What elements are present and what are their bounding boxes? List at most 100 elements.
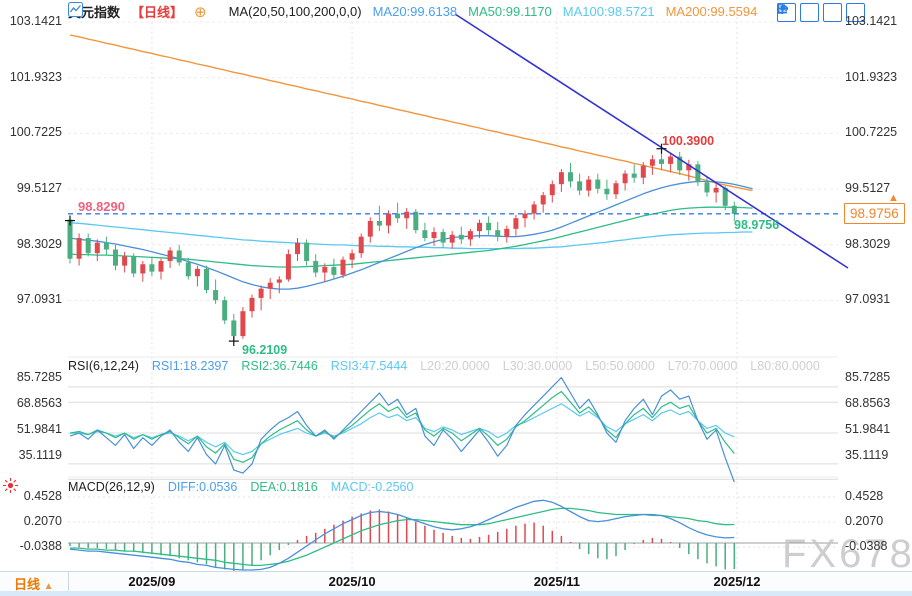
price-axis-label-right: 103.1421 bbox=[845, 14, 898, 28]
rsi2-value: RSI2:36.7446 bbox=[241, 359, 318, 373]
candle-down bbox=[568, 172, 573, 182]
ma100-line bbox=[69, 222, 753, 250]
rsi-axis-label-right: 85.7285 bbox=[845, 370, 891, 384]
macd-settings-label[interactable]: MACD(26,12,9) bbox=[68, 480, 155, 494]
candlestick-layer[interactable] bbox=[67, 148, 737, 342]
candle-up bbox=[76, 238, 82, 259]
axis-zoom-left-icon[interactable] bbox=[777, 3, 819, 22]
candle-down bbox=[67, 219, 73, 259]
candle-up bbox=[404, 211, 410, 219]
candle-down bbox=[704, 182, 710, 193]
candle-up bbox=[586, 179, 592, 191]
add-indicator-icon[interactable]: ⊕ bbox=[194, 3, 207, 21]
rsi-l50-label: L50:50.0000 bbox=[585, 359, 655, 373]
macd-diff-line bbox=[69, 499, 735, 571]
macd-axis-label-left: 0.4528 bbox=[23, 488, 62, 503]
ma200-line bbox=[69, 34, 753, 192]
horizontal-scrollbar[interactable] bbox=[0, 591, 912, 596]
watermark: FX678 bbox=[782, 532, 912, 576]
time-axis-bar bbox=[0, 571, 912, 592]
timeframe-selector[interactable]: 日线 ▲ bbox=[14, 574, 54, 593]
candle-up bbox=[686, 164, 692, 171]
candle-up bbox=[522, 213, 528, 219]
rsi2-line bbox=[69, 390, 735, 463]
candle-up bbox=[640, 165, 646, 178]
candle-down bbox=[395, 213, 401, 219]
candle-up bbox=[267, 282, 273, 289]
descending-trendline bbox=[454, 13, 849, 269]
candle-up bbox=[295, 242, 300, 255]
period-label[interactable]: 【日线】 bbox=[131, 5, 184, 20]
candle-down bbox=[113, 249, 118, 266]
candle-down bbox=[486, 222, 492, 231]
rsi3-value: RSI3:47.5444 bbox=[330, 359, 408, 373]
rsi-axis-label-left: 85.7285 bbox=[16, 370, 62, 384]
candle-down bbox=[604, 188, 610, 195]
price-axis-label-left: 103.1421 bbox=[9, 14, 62, 28]
time-tick-label: 2025/09 bbox=[128, 574, 176, 589]
rsi-axis-label-right: 51.9841 bbox=[845, 422, 891, 436]
macd-axis-label-left: -0.0388 bbox=[19, 538, 62, 553]
candle-down bbox=[413, 211, 419, 231]
ma50-value: MA50:99.1170 bbox=[468, 4, 552, 19]
ma100-value: MA100:98.5721 bbox=[562, 4, 655, 19]
candle-up bbox=[613, 183, 619, 195]
candle-up bbox=[167, 250, 173, 262]
candle-up bbox=[549, 184, 555, 196]
price-axis-label-right: 98.3029 bbox=[845, 236, 891, 251]
candle-up bbox=[649, 159, 655, 166]
chart-header: 美元指数 【日线】 ⊕ MA(20,50,100,200,0,0) MA20:9… bbox=[68, 2, 757, 21]
exit-chart-icon[interactable] bbox=[777, 3, 865, 22]
rsi-axis-label-left: 68.8563 bbox=[16, 396, 62, 410]
candle-down bbox=[213, 290, 219, 301]
rsi-axis-label-right: 35.1119 bbox=[845, 448, 889, 462]
price-axis-label-right: 100.7225 bbox=[845, 125, 898, 140]
candle-down bbox=[204, 268, 209, 291]
low-price-label: 96.2109 bbox=[242, 343, 288, 357]
candle-down bbox=[313, 261, 319, 273]
rsi-settings-label[interactable]: RSI(6,12,24) bbox=[68, 359, 139, 373]
timeframe-arrow-icon: ▲ bbox=[43, 581, 54, 592]
price-axis-label-right: 99.5127 bbox=[845, 181, 891, 196]
candle-up bbox=[531, 204, 537, 214]
candle-down bbox=[376, 220, 382, 226]
candle-up bbox=[513, 218, 519, 229]
axis-zoom-right-icon[interactable] bbox=[777, 3, 842, 22]
candle-up bbox=[431, 232, 437, 239]
candle-up bbox=[322, 267, 328, 273]
candle-up bbox=[668, 156, 674, 164]
candle-down bbox=[595, 179, 601, 189]
price-axis-label-left: 101.9323 bbox=[9, 69, 62, 84]
high-price-label: 100.3900 bbox=[662, 134, 715, 148]
ma200-value: MA200:99.5594 bbox=[665, 4, 758, 19]
candle-up bbox=[467, 231, 473, 240]
price-axis-label-left: 100.7225 bbox=[9, 125, 62, 140]
time-axis-divider bbox=[68, 572, 69, 591]
rsi-l70-label: L70:70.0000 bbox=[667, 359, 738, 373]
candle-up bbox=[94, 242, 100, 254]
last-price-tag: 98.9756 bbox=[844, 203, 905, 224]
candle-down bbox=[440, 232, 446, 243]
candle-up bbox=[249, 297, 255, 312]
ma20-value: MA20:99.6138 bbox=[372, 4, 458, 19]
macd-axis-label-right: 0.2070 bbox=[845, 513, 884, 528]
rsi-axis-label-left: 35.1119 bbox=[18, 448, 62, 462]
time-tick-label: 2025/10 bbox=[328, 574, 376, 589]
time-tick-label: 2025/11 bbox=[533, 574, 580, 589]
candle-up bbox=[349, 253, 355, 260]
macd-header: MACD(26,12,9) DIFF:0.0536 DEA:0.1816 MAC… bbox=[68, 480, 413, 494]
price-axis-label-left: 98.3029 bbox=[16, 236, 62, 251]
candle-up bbox=[276, 279, 282, 283]
alert-price-label[interactable]: 98.8290 bbox=[78, 199, 125, 214]
rsi-header: RSI(6,12,24) RSI1:18.2397 RSI2:36.7446 R… bbox=[68, 359, 820, 373]
candle-down bbox=[231, 320, 237, 337]
candle-down bbox=[422, 230, 428, 239]
chart-toolbar bbox=[777, 3, 865, 22]
candle-down bbox=[304, 242, 310, 262]
macd-axis-label-right: -0.0388 bbox=[845, 538, 888, 553]
candle-up bbox=[140, 264, 146, 274]
price-axis-label-right: 97.0931 bbox=[845, 292, 891, 307]
ma-settings-label[interactable]: MA(20,50,100,200,0,0) bbox=[228, 4, 362, 19]
ma20-line bbox=[69, 180, 753, 290]
